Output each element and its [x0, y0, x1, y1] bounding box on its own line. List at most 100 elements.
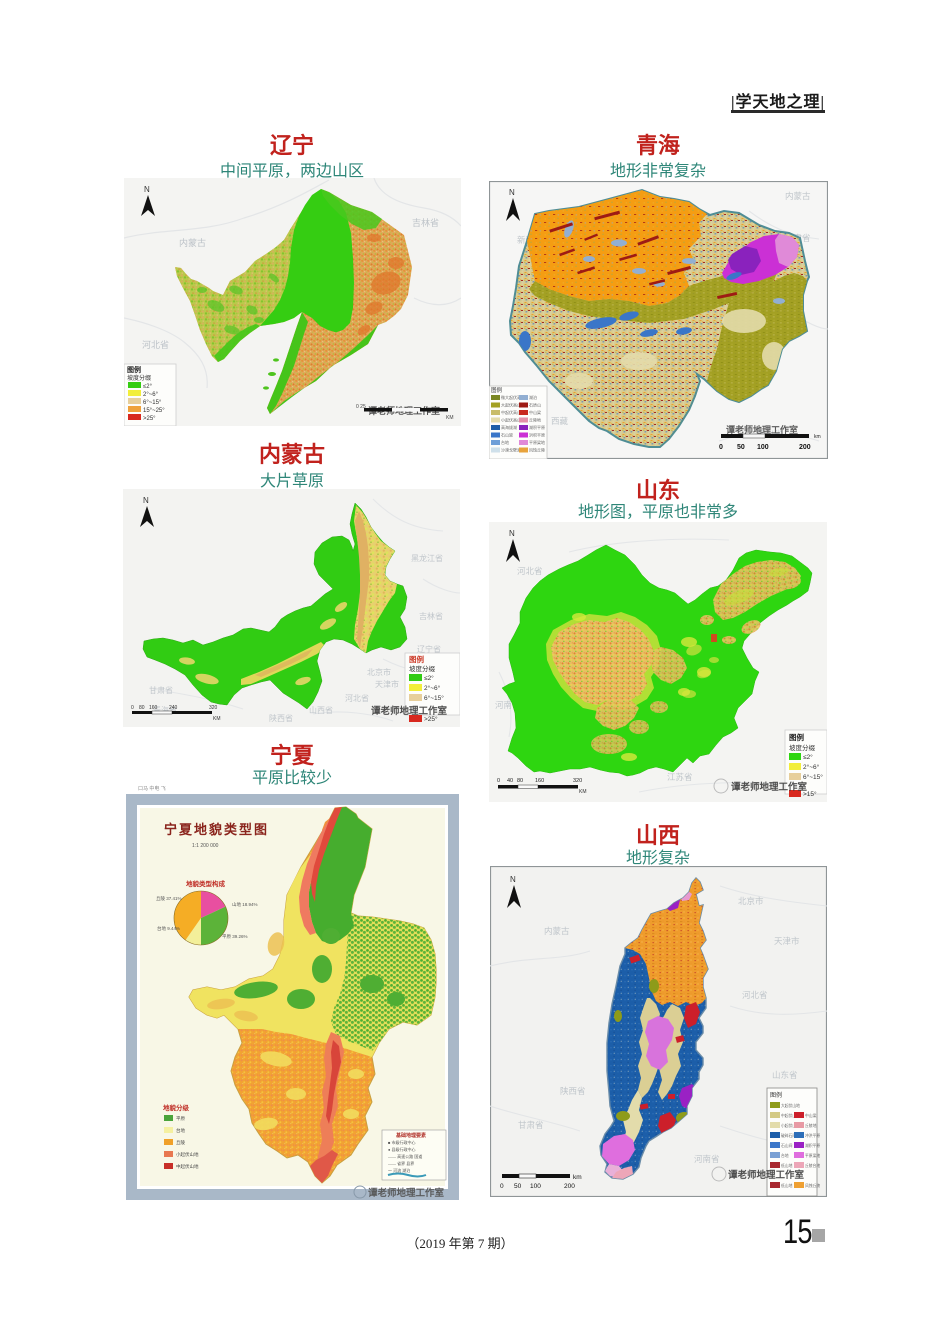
svg-text:>25°: >25°	[143, 416, 156, 422]
svg-text:2°~6°: 2°~6°	[424, 684, 441, 692]
svg-text:图例: 图例	[770, 1091, 782, 1099]
svg-text:洪积平原: 洪积平原	[529, 432, 545, 438]
svg-text:1:1 200 000: 1:1 200 000	[192, 843, 219, 849]
svg-text:坡度分缀: 坡度分缀	[127, 374, 151, 382]
svg-text:图例: 图例	[127, 365, 141, 374]
svg-text:坡度分缀: 坡度分缀	[789, 743, 816, 752]
svg-text:地貌类型构成: 地貌类型构成	[186, 879, 226, 888]
svg-text:天津市: 天津市	[375, 679, 399, 689]
svg-text:图例: 图例	[491, 386, 503, 394]
svg-text:50: 50	[737, 444, 745, 451]
svg-text:0: 0	[131, 705, 134, 711]
svg-text:6°~15°: 6°~15°	[803, 773, 823, 781]
svg-text:冲洪平原: 冲洪平原	[805, 1133, 820, 1138]
svg-text:台地: 台地	[501, 439, 509, 445]
svg-text:宁夏地貌类型图: 宁夏地貌类型图	[164, 822, 269, 837]
svg-text:● 县级行政中心: ● 县级行政中心	[388, 1146, 416, 1152]
svg-text:200: 200	[564, 1183, 575, 1190]
svg-text:山地 18.94%: 山地 18.94%	[232, 901, 258, 908]
svg-text:平原梁地: 平原梁地	[529, 439, 545, 445]
svg-text:黑龙江省: 黑龙江省	[411, 553, 443, 563]
svg-text:6°~15°: 6°~15°	[143, 400, 162, 406]
svg-text:北京市: 北京市	[738, 896, 764, 906]
svg-text:湖积平原: 湖积平原	[529, 424, 545, 430]
svg-text:>15°: >15°	[803, 790, 817, 798]
svg-text:台地: 台地	[781, 1153, 789, 1158]
svg-text:北京市: 北京市	[367, 667, 391, 677]
svg-text:石山间: 石山间	[781, 1143, 793, 1148]
svg-text:N: N	[510, 875, 516, 884]
svg-text:低山地: 低山地	[781, 1163, 793, 1168]
svg-text:小起伏高山: 小起伏高山	[501, 417, 521, 423]
svg-text:320: 320	[573, 778, 582, 784]
svg-text:内蒙古: 内蒙古	[179, 237, 206, 248]
svg-text:陕西省: 陕西省	[269, 713, 293, 723]
svg-text:江苏省: 江苏省	[667, 772, 693, 782]
svg-text:低山地: 低山地	[781, 1183, 793, 1188]
svg-text:丘陵地: 丘陵地	[805, 1123, 817, 1128]
svg-text:平原 39.26%: 平原 39.26%	[222, 934, 248, 940]
svg-text:破碎石间: 破碎石间	[781, 1133, 796, 1138]
svg-text:小起伏山地: 小起伏山地	[781, 1123, 800, 1128]
svg-text:240: 240	[169, 705, 178, 711]
svg-text:中山梁: 中山梁	[529, 409, 541, 415]
svg-text:台地 9.44%: 台地 9.44%	[157, 925, 180, 932]
svg-text:丘陵: 丘陵	[176, 1139, 185, 1146]
svg-text:湖积平原: 湖积平原	[805, 1143, 820, 1148]
svg-text:50: 50	[514, 1183, 522, 1190]
svg-text:天津市: 天津市	[774, 936, 800, 946]
svg-text:km: km	[573, 1174, 582, 1181]
svg-text:中起伏山地: 中起伏山地	[176, 1163, 199, 1170]
svg-text:80: 80	[139, 705, 145, 711]
svg-text:■ 市级行政中心: ■ 市级行政中心	[388, 1139, 416, 1145]
svg-text:15°~25°: 15°~25°	[143, 408, 165, 414]
svg-text:风蚀丘陵: 风蚀丘陵	[529, 447, 545, 453]
svg-text:KM: KM	[446, 415, 454, 421]
svg-text:内蒙古: 内蒙古	[544, 926, 570, 936]
svg-text:丘陵 37.41%: 丘陵 37.41%	[156, 895, 182, 902]
svg-text:0: 0	[497, 778, 500, 784]
svg-text:西藏: 西藏	[551, 416, 569, 426]
svg-text:地貌分级: 地貌分级	[163, 1103, 190, 1112]
svg-text:320: 320	[209, 705, 218, 711]
svg-text:基础地理要素: 基础地理要素	[395, 1132, 426, 1139]
svg-text:图例: 图例	[789, 732, 804, 742]
svg-text:石山梁: 石山梁	[501, 432, 513, 438]
svg-text:KM: KM	[213, 716, 221, 722]
svg-text:0: 0	[500, 1183, 504, 1190]
svg-text:河南省: 河南省	[495, 700, 521, 710]
svg-text:谭老师地理工作室: 谭老师地理工作室	[726, 424, 798, 435]
svg-text:N: N	[509, 188, 515, 197]
svg-text:青海省: 青海省	[153, 705, 177, 715]
svg-text:N: N	[143, 496, 149, 505]
svg-text:>25°: >25°	[424, 715, 438, 723]
svg-text:吉林省: 吉林省	[419, 611, 443, 621]
svg-text:微大起伏高山: 微大起伏高山	[501, 394, 525, 400]
svg-text:山东省: 山东省	[772, 1070, 798, 1080]
svg-text:160: 160	[535, 778, 544, 784]
svg-text:80: 80	[517, 778, 523, 784]
svg-text:丘陵台地: 丘陵台地	[805, 1163, 820, 1168]
svg-text:N: N	[509, 529, 515, 538]
svg-text:河南省: 河南省	[694, 1154, 720, 1164]
svg-text:KM: KM	[579, 789, 587, 795]
svg-text:吉林省: 吉林省	[412, 217, 439, 228]
svg-text:高海拔湖: 高海拔湖	[501, 424, 517, 430]
svg-text:河北省: 河北省	[345, 693, 369, 703]
svg-text:≤2°: ≤2°	[803, 753, 813, 761]
svg-text:沙漠戈壁滩: 沙漠戈壁滩	[501, 447, 521, 453]
svg-text:陕西省: 陕西省	[560, 1086, 586, 1096]
svg-text:湖泊: 湖泊	[529, 394, 537, 400]
svg-text:0: 0	[719, 444, 723, 451]
svg-text:中起伏高山: 中起伏高山	[501, 409, 521, 415]
svg-text:新疆: 新疆	[517, 235, 535, 245]
svg-text:2°~6°: 2°~6°	[143, 392, 159, 398]
svg-text:160: 160	[149, 705, 158, 711]
svg-text:km: km	[814, 434, 821, 440]
svg-text:2°~6°: 2°~6°	[803, 763, 820, 771]
svg-text:N: N	[144, 185, 150, 194]
svg-text:40: 40	[507, 778, 513, 784]
svg-text:谭老师地理工作室: 谭老师地理工作室	[728, 1169, 805, 1181]
svg-text:图例: 图例	[409, 654, 424, 664]
svg-text:平原梁地: 平原梁地	[805, 1153, 820, 1158]
